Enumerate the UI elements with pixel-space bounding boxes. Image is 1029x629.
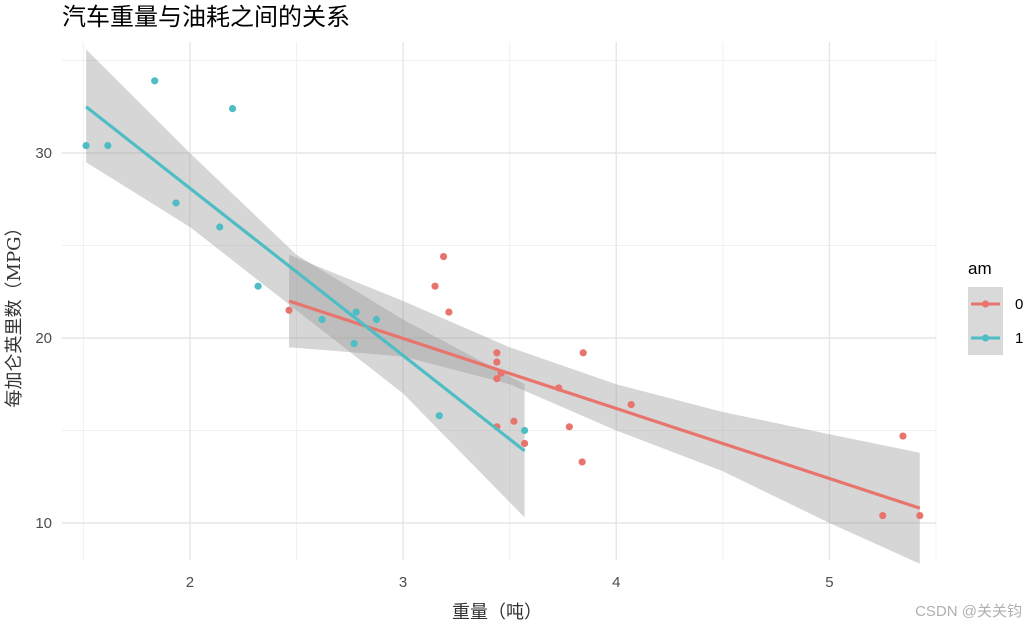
data-point-0 — [520, 439, 529, 448]
data-point-0 — [627, 401, 635, 409]
data-point-0 — [579, 349, 587, 357]
trend-lines — [85, 105, 921, 510]
data-point-1 — [352, 308, 360, 316]
legend: am 0 1 — [968, 259, 1023, 355]
data-point-1 — [82, 142, 90, 150]
data-point-0 — [510, 417, 518, 425]
legend-label: 1 — [1015, 330, 1023, 347]
data-point-1 — [372, 315, 381, 324]
confidence-band-0 — [289, 254, 920, 564]
chart-title: 汽车重量与油耗之间的关系 — [62, 3, 350, 31]
y-tick-label: 30 — [35, 145, 52, 162]
y-tick-label: 10 — [35, 515, 52, 532]
x-tick-label: 2 — [186, 574, 194, 591]
data-point-0 — [879, 511, 887, 520]
data-point-0 — [439, 253, 448, 261]
data-point-1 — [172, 199, 180, 207]
legend-label: 0 — [1015, 296, 1023, 313]
data-point-1 — [228, 105, 237, 113]
data-point-0 — [493, 358, 501, 366]
data-point-0 — [445, 308, 453, 316]
data-point-0 — [285, 306, 293, 314]
watermark: CSDN @关关钧 — [915, 603, 1022, 620]
data-point-0 — [493, 349, 501, 357]
x-tick-label: 4 — [612, 574, 620, 591]
y-axis-title: 每加仑英里数（MPG） — [4, 219, 25, 408]
data-point-1 — [318, 315, 326, 324]
data-point-0 — [916, 511, 924, 520]
tick-labels: 2 3 4 5 10 20 30 — [35, 145, 833, 591]
legend-key-point — [981, 334, 990, 342]
data-point-1 — [151, 77, 159, 85]
data-point-0 — [578, 458, 586, 466]
data-point-0 — [493, 375, 501, 383]
trend-line-0 — [288, 299, 921, 510]
legend-item-1: 1 — [968, 321, 1023, 355]
data-point-1 — [254, 282, 262, 290]
data-point-1 — [104, 142, 112, 150]
legend-key-point — [981, 300, 990, 308]
data-point-1 — [350, 339, 358, 348]
legend-item-0: 0 — [968, 287, 1023, 321]
data-point-0 — [899, 432, 907, 440]
data-point-0 — [431, 282, 439, 290]
x-axis-title: 重量（吨） — [452, 602, 542, 623]
trend-line-1 — [85, 105, 526, 453]
data-point-1 — [435, 412, 443, 420]
data-points — [82, 77, 924, 520]
data-point-1 — [216, 223, 224, 231]
x-tick-label: 5 — [825, 574, 833, 591]
data-point-1 — [520, 426, 529, 435]
data-point-0 — [565, 423, 573, 431]
confidence-band-1 — [86, 49, 525, 518]
y-tick-label: 20 — [35, 330, 52, 347]
x-tick-label: 3 — [399, 574, 407, 591]
legend-title: am — [968, 259, 992, 278]
confidence-bands — [86, 49, 920, 564]
